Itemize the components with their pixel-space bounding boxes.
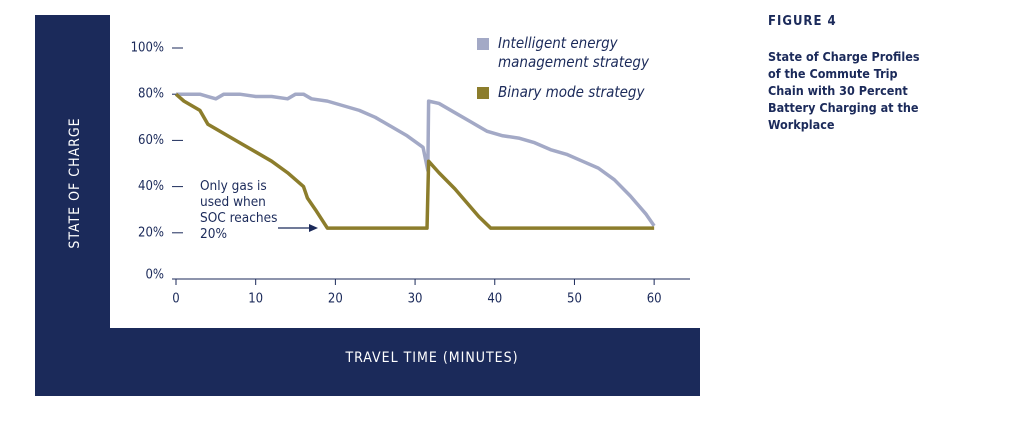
annotation: Only gas is used when SOC reaches 20% [200,178,278,242]
y-tick-label: 100% [131,41,164,56]
x-tick-label: 30 [408,292,423,307]
figure-label: FIGURE 4 [768,14,837,29]
legend-label: Binary mode strategy [498,83,645,101]
x-tick-label: 10 [248,292,263,307]
x-tick-label: 60 [647,292,662,307]
legend-swatch [477,87,489,99]
y-tick-label: 0% [145,268,164,283]
legend-item: Intelligent energy management strategy [498,34,649,71]
series-line [174,92,655,230]
x-axis-label: TRAVEL TIME (MINUTES) [344,350,518,366]
legend-label: Intelligent energy management strategy [498,34,649,71]
caption: State of Charge Profiles of the Commute … [768,49,920,132]
series-line [176,92,656,227]
y-tick-label: 40% [138,179,164,194]
x-tick-label: 40 [487,292,502,307]
y-tick-label: 60% [138,133,164,148]
legend-swatch [477,38,489,50]
y-tick-label: 20% [138,225,164,240]
legend-item: Binary mode strategy [498,83,645,101]
x-tick-label: 20 [328,292,343,307]
y-axis-label: STATE OF CHARGE [67,117,83,248]
x-tick-label: 0 [172,292,179,307]
arrow-head [309,224,318,232]
x-tick-label: 50 [567,292,582,307]
y-tick-label: 80% [138,87,164,102]
